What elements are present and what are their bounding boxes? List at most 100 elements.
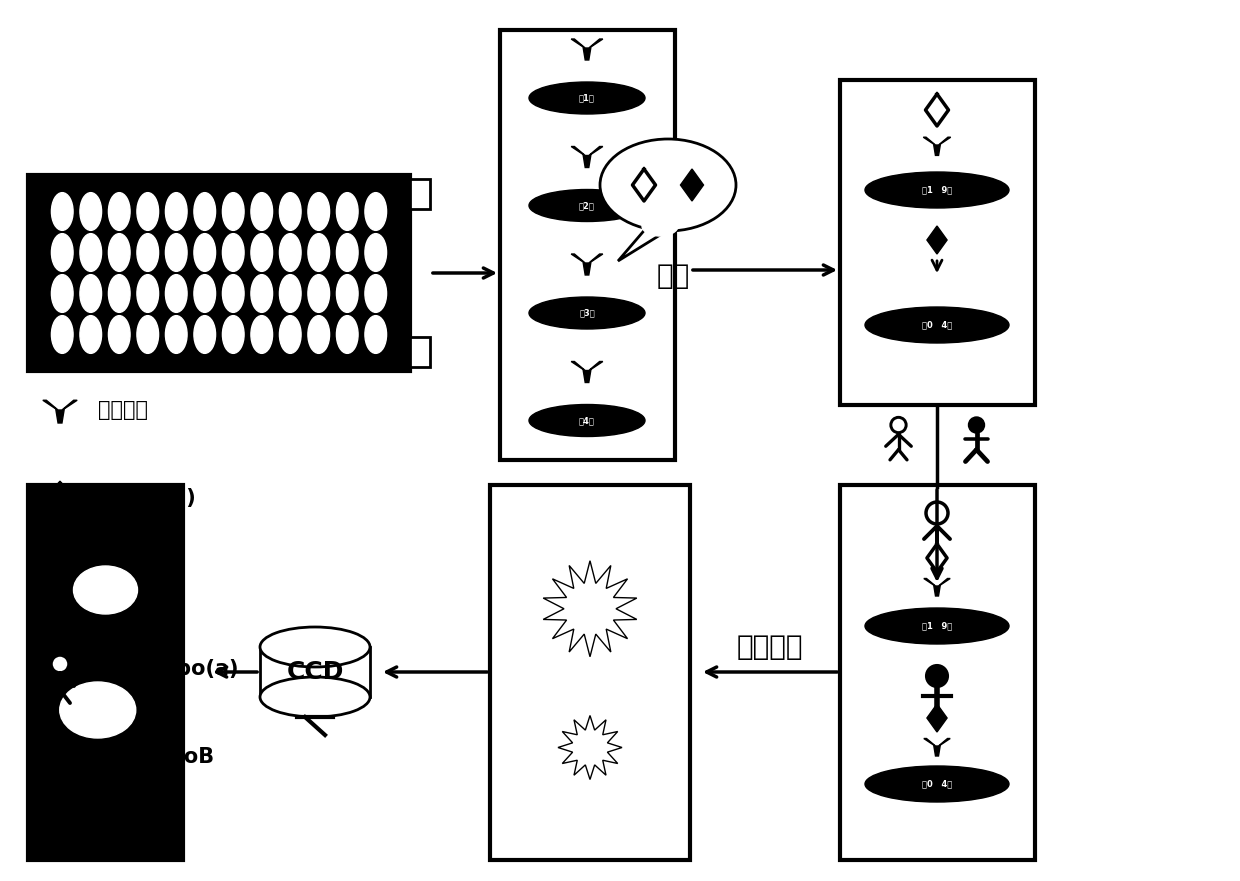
Ellipse shape xyxy=(79,315,102,353)
Text: ox-Lp(a): ox-Lp(a) xyxy=(98,488,196,508)
Bar xyxy=(260,647,370,697)
Text: 发光底物: 发光底物 xyxy=(737,633,804,661)
Ellipse shape xyxy=(136,193,159,230)
Polygon shape xyxy=(572,361,603,382)
Ellipse shape xyxy=(365,193,387,230)
Bar xyxy=(410,337,430,367)
Ellipse shape xyxy=(279,193,301,230)
Text: HRP-apoB: HRP-apoB xyxy=(98,747,215,767)
Ellipse shape xyxy=(51,233,73,271)
Ellipse shape xyxy=(136,315,159,353)
Ellipse shape xyxy=(600,139,737,231)
Ellipse shape xyxy=(260,677,370,717)
Ellipse shape xyxy=(365,315,387,353)
Ellipse shape xyxy=(108,233,130,271)
Ellipse shape xyxy=(193,193,216,230)
Bar xyxy=(490,485,689,860)
Ellipse shape xyxy=(336,193,358,230)
Polygon shape xyxy=(928,226,947,254)
Ellipse shape xyxy=(79,193,102,230)
Ellipse shape xyxy=(365,233,387,271)
Circle shape xyxy=(50,742,69,762)
Ellipse shape xyxy=(365,275,387,313)
Ellipse shape xyxy=(279,233,301,271)
Polygon shape xyxy=(928,704,947,732)
Ellipse shape xyxy=(529,189,645,221)
Text: 第3行: 第3行 xyxy=(579,308,595,317)
Circle shape xyxy=(890,418,906,433)
Ellipse shape xyxy=(529,404,645,436)
Ellipse shape xyxy=(165,275,187,313)
Ellipse shape xyxy=(866,608,1009,644)
Circle shape xyxy=(926,502,949,524)
Bar xyxy=(500,30,675,460)
Ellipse shape xyxy=(165,315,187,353)
Ellipse shape xyxy=(866,766,1009,802)
Polygon shape xyxy=(924,738,950,756)
Ellipse shape xyxy=(866,172,1009,208)
Circle shape xyxy=(926,665,949,687)
Ellipse shape xyxy=(79,233,102,271)
Ellipse shape xyxy=(642,216,678,236)
Polygon shape xyxy=(572,146,603,167)
Ellipse shape xyxy=(250,233,273,271)
Polygon shape xyxy=(43,400,77,423)
Ellipse shape xyxy=(279,315,301,353)
Ellipse shape xyxy=(529,82,645,114)
Ellipse shape xyxy=(136,275,159,313)
Text: 抗体: 抗体 xyxy=(98,769,123,789)
Polygon shape xyxy=(924,137,951,155)
Ellipse shape xyxy=(250,315,273,353)
Bar xyxy=(410,179,430,209)
Polygon shape xyxy=(572,254,603,275)
Polygon shape xyxy=(543,560,637,656)
Ellipse shape xyxy=(250,193,273,230)
Ellipse shape xyxy=(165,193,187,230)
Text: 第2行: 第2行 xyxy=(579,201,595,210)
Text: 第0   4行: 第0 4行 xyxy=(921,321,952,329)
Ellipse shape xyxy=(336,315,358,353)
Ellipse shape xyxy=(51,315,73,353)
Text: 包被抗体: 包被抗体 xyxy=(98,400,148,420)
Ellipse shape xyxy=(308,233,330,271)
Text: HRP- apo(a): HRP- apo(a) xyxy=(98,659,238,679)
Polygon shape xyxy=(558,715,622,780)
Ellipse shape xyxy=(308,315,330,353)
Polygon shape xyxy=(681,169,703,201)
Polygon shape xyxy=(618,226,673,261)
Ellipse shape xyxy=(529,297,645,329)
Ellipse shape xyxy=(108,315,130,353)
Ellipse shape xyxy=(79,275,102,313)
Text: CCD: CCD xyxy=(286,660,343,684)
Ellipse shape xyxy=(193,233,216,271)
Bar xyxy=(839,80,1035,405)
Ellipse shape xyxy=(136,233,159,271)
Text: 抗体: 抗体 xyxy=(98,681,123,701)
Polygon shape xyxy=(924,579,950,596)
Polygon shape xyxy=(572,39,603,60)
Text: 第0   4行: 第0 4行 xyxy=(921,780,952,788)
Text: 第1行: 第1行 xyxy=(579,93,595,102)
Circle shape xyxy=(968,418,985,433)
Text: ox-LDL: ox-LDL xyxy=(98,576,179,596)
Text: 第4行: 第4行 xyxy=(579,416,595,425)
Ellipse shape xyxy=(260,627,370,667)
Ellipse shape xyxy=(308,275,330,313)
Ellipse shape xyxy=(73,566,138,614)
Ellipse shape xyxy=(165,233,187,271)
Ellipse shape xyxy=(308,193,330,230)
Ellipse shape xyxy=(51,275,73,313)
Ellipse shape xyxy=(222,315,244,353)
Polygon shape xyxy=(50,571,71,601)
Bar xyxy=(29,485,184,860)
Ellipse shape xyxy=(108,193,130,230)
Text: 样品: 样品 xyxy=(656,262,689,290)
Text: 第1   9行: 第1 9行 xyxy=(921,186,952,195)
Ellipse shape xyxy=(336,275,358,313)
Circle shape xyxy=(51,655,69,673)
Ellipse shape xyxy=(60,682,135,738)
Bar xyxy=(839,485,1035,860)
Ellipse shape xyxy=(108,275,130,313)
Ellipse shape xyxy=(193,315,216,353)
Ellipse shape xyxy=(193,275,216,313)
